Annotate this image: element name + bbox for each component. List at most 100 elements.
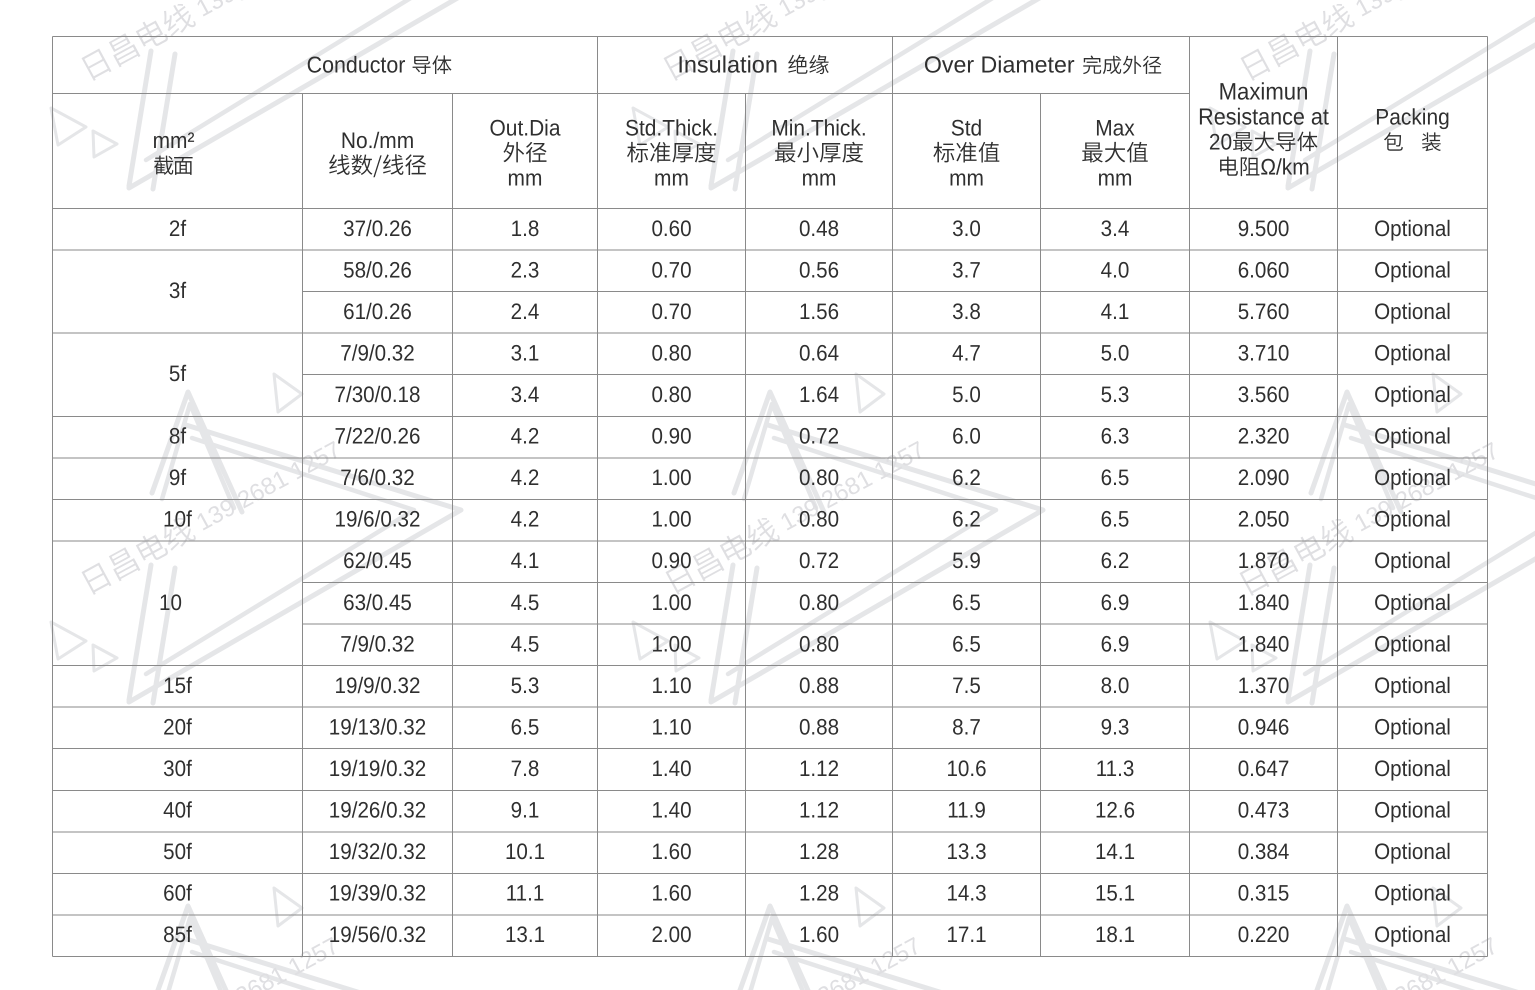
svg-text:6.3: 6.3 <box>1101 424 1130 449</box>
svg-text:Optional: Optional <box>1374 465 1451 490</box>
svg-text:15f: 15f <box>163 673 192 698</box>
svg-text:4.1: 4.1 <box>1101 299 1130 324</box>
svg-text:12.6: 12.6 <box>1095 798 1135 823</box>
svg-text:Over Diameter: Over Diameter <box>924 52 1075 78</box>
svg-text:17.1: 17.1 <box>946 922 986 947</box>
svg-text:Optional: Optional <box>1374 299 1451 324</box>
svg-text:13.1: 13.1 <box>505 922 545 947</box>
svg-text:7/30/0.18: 7/30/0.18 <box>335 382 421 407</box>
svg-text:0.72: 0.72 <box>799 424 839 449</box>
svg-text:1.60: 1.60 <box>651 839 691 864</box>
svg-text:Optional: Optional <box>1374 590 1451 615</box>
svg-text:0.70: 0.70 <box>651 257 691 282</box>
svg-text:4.2: 4.2 <box>511 424 540 449</box>
svg-text:Resistance at: Resistance at <box>1198 104 1329 130</box>
svg-text:4.2: 4.2 <box>511 465 540 490</box>
svg-text:1.12: 1.12 <box>799 756 839 781</box>
svg-text:0.48: 0.48 <box>799 216 839 241</box>
svg-text:mm: mm <box>654 166 689 191</box>
svg-text:40f: 40f <box>163 798 192 823</box>
svg-text:0.56: 0.56 <box>799 257 839 282</box>
svg-text:5f: 5f <box>169 361 187 386</box>
svg-text:20f: 20f <box>163 714 192 739</box>
svg-text:1.40: 1.40 <box>651 798 691 823</box>
svg-text:1.370: 1.370 <box>1238 673 1290 698</box>
svg-text:58/0.26: 58/0.26 <box>343 257 412 282</box>
svg-text:4.0: 4.0 <box>1101 257 1130 282</box>
svg-text:14.1: 14.1 <box>1095 839 1135 864</box>
svg-text:2.4: 2.4 <box>511 299 540 324</box>
svg-text:Std: Std <box>951 116 982 141</box>
svg-text:5.3: 5.3 <box>511 673 540 698</box>
svg-text:1.8: 1.8 <box>511 216 540 241</box>
svg-text:3.4: 3.4 <box>511 382 540 407</box>
svg-text:19/19/0.32: 19/19/0.32 <box>329 756 426 781</box>
svg-text:9.3: 9.3 <box>1101 714 1130 739</box>
svg-text:Optional: Optional <box>1374 839 1451 864</box>
svg-text:3.4: 3.4 <box>1101 216 1130 241</box>
svg-text:19/39/0.32: 19/39/0.32 <box>329 881 426 906</box>
svg-text:19/56/0.32: 19/56/0.32 <box>329 922 426 947</box>
svg-text:1.870: 1.870 <box>1238 548 1290 573</box>
svg-text:0.80: 0.80 <box>799 590 839 615</box>
svg-text:Optional: Optional <box>1374 424 1451 449</box>
svg-text:6.2: 6.2 <box>1101 548 1130 573</box>
svg-text:6.0: 6.0 <box>952 424 981 449</box>
svg-text:Optional: Optional <box>1374 382 1451 407</box>
svg-text:0.80: 0.80 <box>651 340 691 365</box>
svg-text:0.64: 0.64 <box>799 340 839 365</box>
svg-text:Optional: Optional <box>1374 714 1451 739</box>
svg-text:5.0: 5.0 <box>952 382 981 407</box>
svg-text:3.7: 3.7 <box>952 257 981 282</box>
svg-text:19/26/0.32: 19/26/0.32 <box>329 798 426 823</box>
svg-text:8.0: 8.0 <box>1101 673 1130 698</box>
svg-text:1.10: 1.10 <box>651 673 691 698</box>
svg-text:0.647: 0.647 <box>1238 756 1290 781</box>
svg-text:mm: mm <box>949 166 984 191</box>
svg-text:0.60: 0.60 <box>651 216 691 241</box>
svg-text:9.1: 9.1 <box>511 798 540 823</box>
svg-text:1.00: 1.00 <box>651 507 691 532</box>
svg-text:61/0.26: 61/0.26 <box>343 299 412 324</box>
svg-text:0.80: 0.80 <box>799 631 839 656</box>
svg-text:mm: mm <box>508 166 543 191</box>
svg-text:Optional: Optional <box>1374 881 1451 906</box>
svg-text:6.5: 6.5 <box>1101 465 1130 490</box>
svg-text:10.1: 10.1 <box>505 839 545 864</box>
svg-text:No./mm: No./mm <box>341 128 414 153</box>
svg-text:11.1: 11.1 <box>506 881 545 906</box>
svg-text:1.64: 1.64 <box>799 382 839 407</box>
svg-text:13.3: 13.3 <box>946 839 986 864</box>
svg-text:6.2: 6.2 <box>952 465 981 490</box>
svg-text:5.760: 5.760 <box>1238 299 1290 324</box>
svg-text:3f: 3f <box>169 278 187 303</box>
svg-text:7/9/0.32: 7/9/0.32 <box>340 340 414 365</box>
svg-text:Packing: Packing <box>1375 105 1449 130</box>
svg-text:0.946: 0.946 <box>1238 714 1290 739</box>
svg-text:4.1: 4.1 <box>511 548 540 573</box>
svg-text:3.1: 3.1 <box>511 340 540 365</box>
svg-text:7/22/0.26: 7/22/0.26 <box>335 424 421 449</box>
svg-text:2.320: 2.320 <box>1238 424 1290 449</box>
svg-text:1.840: 1.840 <box>1238 590 1290 615</box>
svg-text:7.5: 7.5 <box>952 673 981 698</box>
svg-text:30f: 30f <box>163 756 192 781</box>
svg-text:10.6: 10.6 <box>946 756 986 781</box>
svg-text:37/0.26: 37/0.26 <box>343 216 412 241</box>
svg-text:6.9: 6.9 <box>1101 631 1130 656</box>
svg-text:0.90: 0.90 <box>651 424 691 449</box>
svg-text:0.473: 0.473 <box>1238 798 1290 823</box>
svg-text:14.3: 14.3 <box>946 881 986 906</box>
svg-text:Optional: Optional <box>1374 507 1451 532</box>
svg-text:Optional: Optional <box>1374 631 1451 656</box>
svg-text:Conductor: Conductor <box>307 52 406 78</box>
svg-text:6.2: 6.2 <box>952 507 981 532</box>
svg-text:3.560: 3.560 <box>1238 382 1290 407</box>
svg-text:Optional: Optional <box>1374 756 1451 781</box>
svg-text:1.28: 1.28 <box>799 839 839 864</box>
svg-text:0.70: 0.70 <box>651 299 691 324</box>
svg-text:1.00: 1.00 <box>651 465 691 490</box>
svg-text:3.710: 3.710 <box>1238 340 1290 365</box>
svg-text:0.72: 0.72 <box>799 548 839 573</box>
svg-text:Std.Thick.: Std.Thick. <box>625 116 718 141</box>
